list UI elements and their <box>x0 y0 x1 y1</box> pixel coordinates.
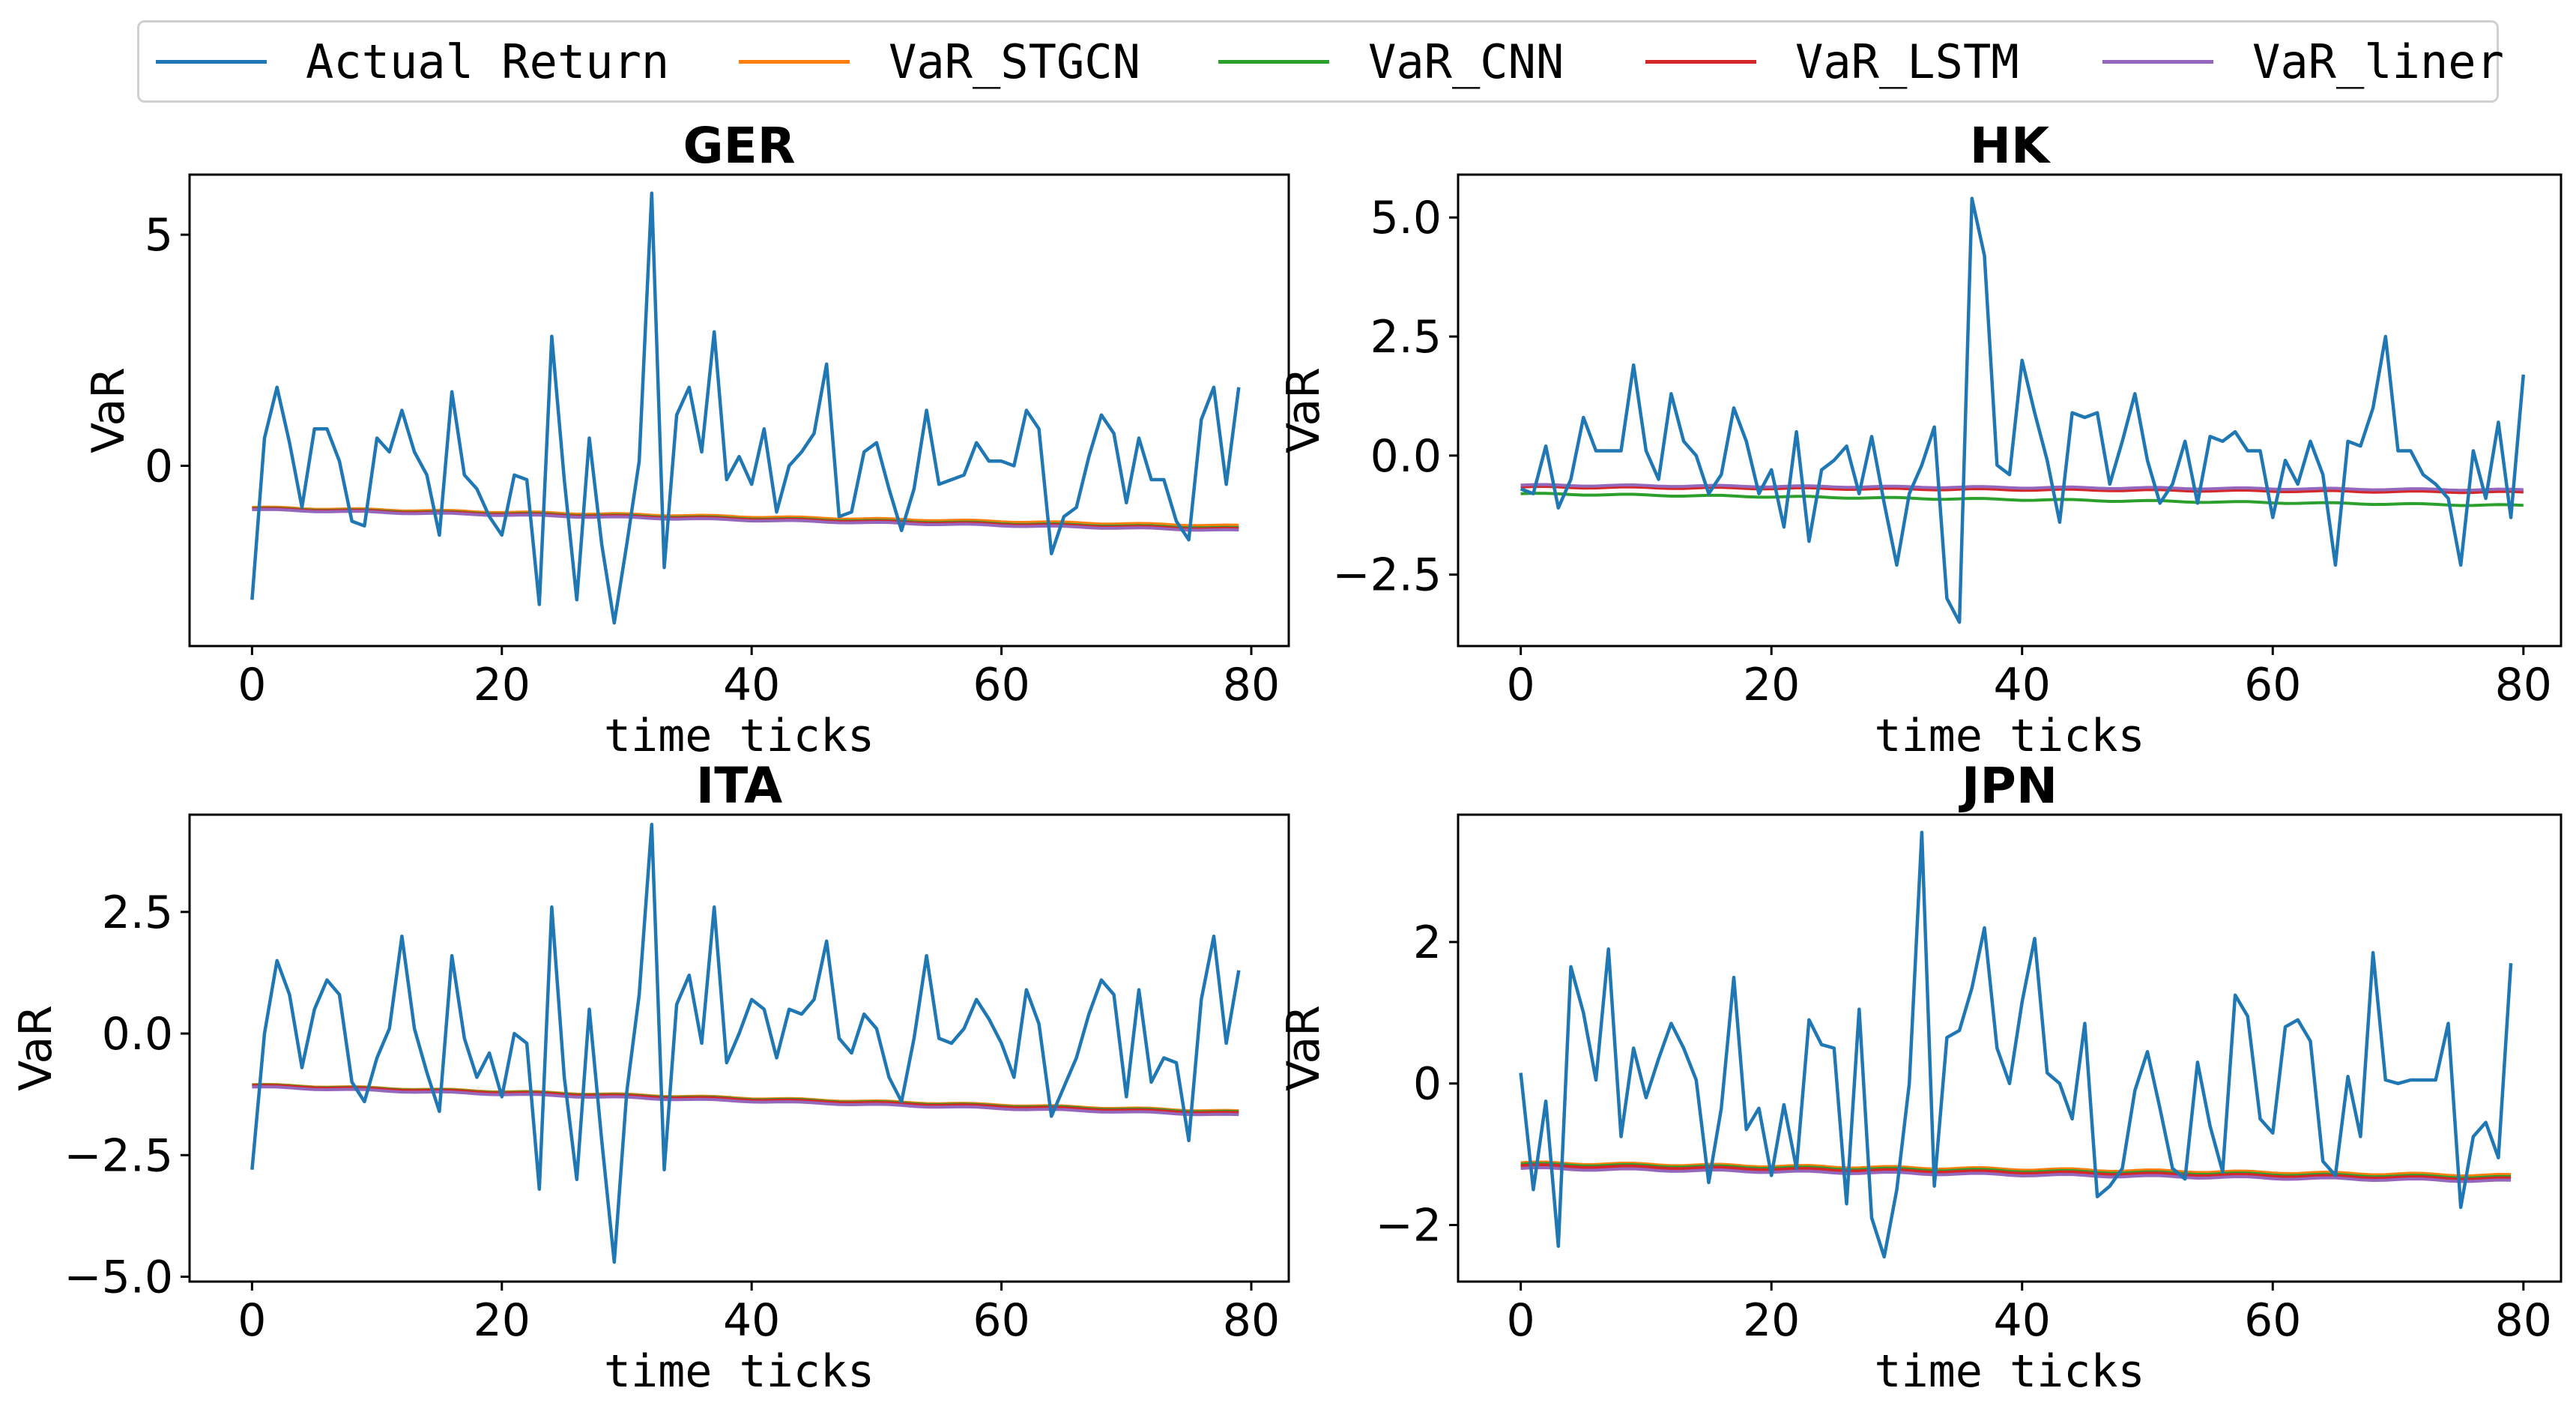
y-axis-label: VaR <box>1278 367 1330 453</box>
x-tick-label: 60 <box>2244 659 2301 711</box>
series-var-lstm <box>252 507 1239 531</box>
plot-frame <box>188 813 1290 1283</box>
series-var-liner <box>252 507 1239 532</box>
series-var-cnn <box>252 506 1239 530</box>
plot-frame <box>1457 813 2563 1283</box>
x-tick-label: 0 <box>1507 1294 1535 1347</box>
x-tick-label: 80 <box>2495 1294 2552 1347</box>
y-axis-label: VaR <box>82 367 135 453</box>
x-tick-label: 0 <box>238 1294 266 1347</box>
x-tick-label: 20 <box>474 659 530 711</box>
series-var-liner <box>252 1085 1239 1117</box>
x-tick-label: 20 <box>474 1294 530 1347</box>
series-var-liner <box>1520 483 2524 492</box>
panel-jpn: JPN 0 20 40 60 80 −2 0 2 time ticks VaR <box>1278 757 2563 1398</box>
legend-swatch <box>1218 59 1329 64</box>
series-var-lstm <box>252 1084 1239 1114</box>
series-actual-return <box>250 822 1241 1264</box>
x-axis-label: time ticks <box>604 1345 874 1398</box>
y-tick-label: 0 <box>1413 1058 1442 1111</box>
y-tick-label: 5.0 <box>1370 192 1442 244</box>
panel-ger: GER 0 20 40 60 80 0 5 time ticks VaR <box>82 117 1290 762</box>
series-var-lstm <box>1520 1163 2512 1181</box>
legend-entry-actual-return: Actual Return <box>156 22 669 100</box>
legend-entry-var-liner: VaR_liner <box>2102 22 2504 100</box>
panel-title: ITA <box>696 757 783 815</box>
x-tick-label: 80 <box>2495 659 2552 711</box>
x-tick-label: 40 <box>723 659 780 711</box>
series-actual-return <box>1520 196 2526 624</box>
x-tick-label: 60 <box>973 1294 1030 1347</box>
plot-frame <box>1457 173 2563 648</box>
series-var-stgcn <box>252 505 1239 528</box>
legend: Actual Return VaR_STGCN VaR_CNN VaR_LSTM… <box>137 20 2504 103</box>
x-axis-label: time ticks <box>604 710 874 762</box>
legend-entry-var-lstm: VaR_LSTM <box>1645 22 2019 100</box>
y-tick-label: −5.0 <box>64 1252 173 1304</box>
x-axis-label: time ticks <box>1874 710 2144 762</box>
x-tick-label: 80 <box>1223 1294 1280 1347</box>
x-tick-label: 20 <box>1743 1294 1800 1347</box>
series-var-cnn <box>1520 492 2524 507</box>
y-tick-label: −2.5 <box>64 1129 173 1182</box>
x-tick-label: 60 <box>2244 1294 2301 1347</box>
panel-ita: ITA 0 20 40 60 80 −5.0 −2.5 0.0 2.5 time ticks VaR <box>10 757 1290 1398</box>
y-tick-label: −2.5 <box>1332 549 1442 602</box>
x-tick-label: 60 <box>973 659 1030 711</box>
x-tick-label: 40 <box>723 1294 780 1347</box>
x-tick-label: 0 <box>238 659 266 711</box>
legend-entry-var-cnn: VaR_CNN <box>1218 22 1564 100</box>
panel-title: HK <box>1970 117 2052 175</box>
legend-swatch <box>1645 59 1756 64</box>
legend-label: VaR_STGCN <box>889 34 1140 89</box>
series-actual-return <box>1519 830 2513 1259</box>
panel-hk: HK 0 20 40 60 80 −2.5 0.0 2.5 5.0 time ticks VaR <box>1278 117 2563 762</box>
x-axis-label: time ticks <box>1874 1345 2144 1398</box>
x-tick-label: 40 <box>1994 659 2051 711</box>
y-axis-label: VaR <box>10 1005 62 1091</box>
y-tick-label: 2 <box>1413 917 1442 969</box>
y-tick-label: 2.5 <box>102 887 173 939</box>
series-var-lstm <box>1520 484 2524 495</box>
y-tick-label: 0 <box>145 441 173 493</box>
legend-swatch <box>2102 59 2213 64</box>
y-tick-label: 0.0 <box>102 1008 173 1060</box>
panel-title: JPN <box>1959 757 2058 815</box>
legend-label: VaR_LSTM <box>1795 34 2019 89</box>
y-axis-label: VaR <box>1278 1005 1330 1091</box>
x-tick-label: 0 <box>1507 659 1535 711</box>
y-tick-label: 5 <box>145 209 173 262</box>
y-tick-label: 2.5 <box>1370 311 1442 363</box>
series-var-liner <box>1520 1165 2512 1183</box>
panel-title: GER <box>683 117 795 175</box>
y-tick-label: 0.0 <box>1370 430 1442 483</box>
legend-label: VaR_CNN <box>1368 34 1564 89</box>
legend-entry-var-stgcn: VaR_STGCN <box>739 22 1140 100</box>
legend-label: Actual Return <box>306 34 670 89</box>
legend-label: VaR_liner <box>2252 34 2504 89</box>
x-tick-label: 40 <box>1994 1294 2051 1347</box>
legend-swatch <box>739 59 850 64</box>
legend-swatch <box>156 59 267 64</box>
x-tick-label: 20 <box>1743 659 1800 711</box>
x-tick-label: 80 <box>1223 659 1280 711</box>
plot-frame <box>188 173 1290 648</box>
series-actual-return <box>250 191 1241 625</box>
y-tick-label: −2 <box>1376 1199 1442 1252</box>
